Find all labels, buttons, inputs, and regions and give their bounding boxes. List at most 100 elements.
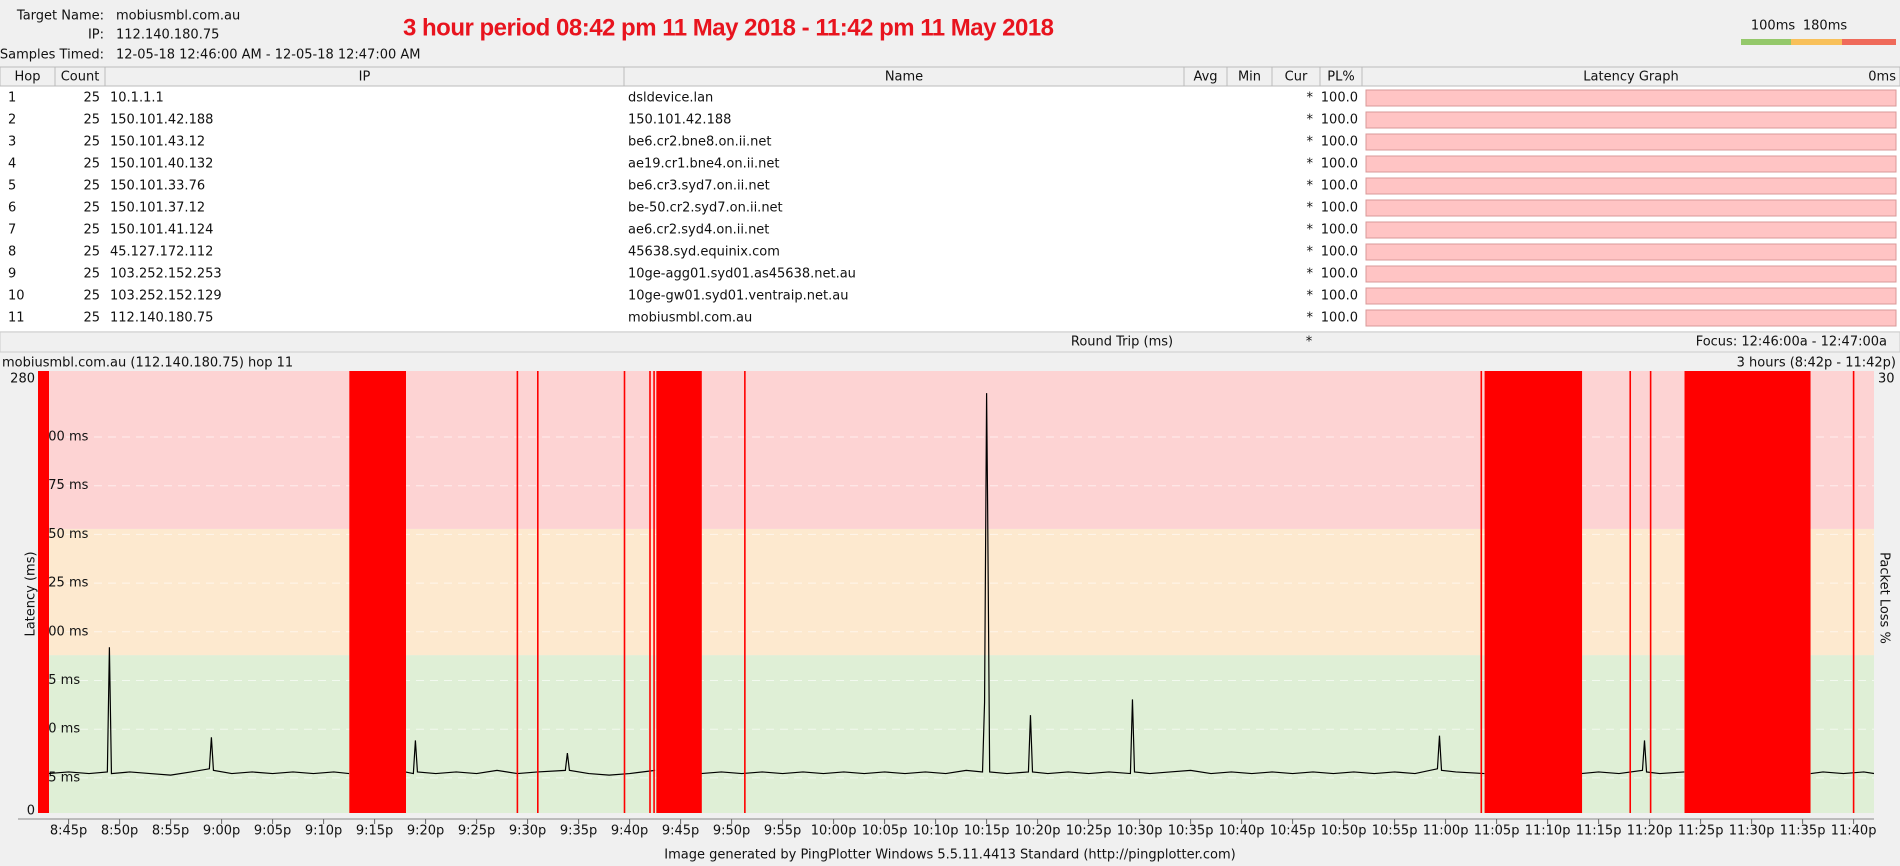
packet-loss-bar: [649, 371, 651, 813]
latency-band: [38, 655, 1874, 813]
cur: *: [1307, 157, 1314, 172]
packet-loss: 100.0: [1321, 267, 1358, 282]
faint-label: 200 ms: [40, 430, 89, 445]
host-name: be-50.cr2.syd7.on.ii.net: [628, 201, 783, 216]
summary-row: [0, 331, 1900, 353]
hop: 5: [8, 179, 16, 194]
x-tick-label: 10:20p: [1015, 824, 1061, 839]
packet-loss: 100.0: [1321, 135, 1358, 150]
x-tick-label: 10:25p: [1066, 824, 1112, 839]
hop: 3: [8, 135, 16, 150]
label: Target Name:: [16, 9, 104, 24]
x-tick-label: 9:55p: [764, 824, 801, 839]
x-tick-label: 9:50p: [713, 824, 750, 839]
column-header: Avg: [1193, 70, 1217, 85]
x-tick-label: 9:25p: [458, 824, 495, 839]
x-tick-label: 11:20p: [1627, 824, 1673, 839]
latency-graph-cell: [1365, 287, 1897, 305]
x-tick-label: 11:30p: [1729, 824, 1775, 839]
ip: 150.101.40.132: [110, 157, 213, 172]
x-tick-label: 8:45p: [50, 824, 87, 839]
packet-loss: 100.0: [1321, 289, 1358, 304]
column-header: IP: [359, 70, 371, 85]
ip: 150.101.41.124: [110, 223, 213, 238]
latency-graph-cell: [1365, 243, 1897, 261]
packet-loss-bar: [653, 371, 655, 813]
ip: 103.252.152.129: [110, 289, 222, 304]
x-tick-label: 9:45p: [662, 824, 699, 839]
packet-loss-bar: [1484, 371, 1583, 813]
packet-loss: 100.0: [1321, 223, 1358, 238]
x-tick-label: 11:05p: [1474, 824, 1520, 839]
packet-loss-bar: [537, 371, 539, 813]
latency-graph-cell: [1365, 133, 1897, 151]
x-tick-label: 11:40p: [1831, 824, 1877, 839]
latency-graph-cell: [1365, 155, 1897, 173]
ip: 150.101.43.12: [110, 135, 205, 150]
hop: 9: [8, 267, 16, 282]
packet-loss-bar: [623, 371, 626, 813]
value: 12-05-18 12:46:00 AM - 12-05-18 12:47:00…: [116, 48, 421, 63]
count: 25: [83, 201, 100, 216]
x-tick-label: 9:05p: [254, 824, 291, 839]
latency-graph-cell: [1365, 221, 1897, 239]
summary-label: Round Trip (ms): [1071, 335, 1173, 350]
host-name: 10ge-agg01.syd01.as45638.net.au: [628, 267, 856, 282]
count: 25: [83, 157, 100, 172]
banner: 3 hour period 08:42 pm 11 May 2018 - 11:…: [403, 14, 1054, 41]
x-tick-label: 10:55p: [1372, 824, 1418, 839]
focus: Focus: 12:46:00a - 12:47:00a: [1696, 335, 1887, 350]
count: 25: [83, 135, 100, 150]
y2-tick-label: 30: [1878, 372, 1895, 387]
packet-loss-bar: [349, 371, 406, 813]
hop: 6: [8, 201, 16, 216]
table-header: [0, 66, 1900, 87]
x-tick-label: 9:20p: [407, 824, 444, 839]
chart-title: mobiusmbl.com.au (112.140.180.75) hop 11: [2, 356, 293, 371]
column-header: Min: [1238, 70, 1261, 85]
column-header: Count: [61, 70, 100, 85]
cur: *: [1307, 135, 1314, 150]
ip: 10.1.1.1: [110, 91, 164, 106]
faint-label: 25 ms: [40, 770, 80, 785]
x-tick-label: 11:15p: [1576, 824, 1622, 839]
x-tick-label: 11:25p: [1678, 824, 1724, 839]
packet-loss-bar: [1629, 371, 1632, 813]
count: 25: [83, 113, 100, 128]
host-name: ae6.cr2.syd4.on.ii.net: [628, 223, 769, 238]
x-tick-label: 9:30p: [509, 824, 546, 839]
y-tick-label: 0: [27, 804, 35, 819]
x-tick-label: 10:05p: [862, 824, 908, 839]
ip: 150.101.37.12: [110, 201, 205, 216]
hop: 11: [8, 311, 25, 326]
packet-loss-bar: [1852, 371, 1855, 813]
host-name: 45638.syd.equinix.com: [628, 245, 780, 260]
column-header: Cur: [1285, 70, 1308, 85]
faint-label: 125 ms: [40, 576, 89, 591]
latency-band: [38, 528, 1874, 656]
legend-swatch: [1842, 39, 1896, 45]
host-name: 150.101.42.188: [628, 113, 731, 128]
host-name: be6.cr3.syd7.on.ii.net: [628, 179, 770, 194]
latency-graph-cell: [1365, 111, 1897, 129]
cur: *: [1307, 245, 1314, 260]
count: 25: [83, 223, 100, 238]
host-name: 10ge-gw01.syd01.ventraip.net.au: [628, 289, 848, 304]
table-body: [0, 67, 1900, 331]
cur: *: [1307, 289, 1314, 304]
x-tick-label: 9:00p: [203, 824, 240, 839]
summary-cur: *: [1306, 335, 1313, 350]
hop: 8: [8, 245, 16, 260]
count: 25: [83, 91, 100, 106]
x-tick-label: 9:40p: [611, 824, 648, 839]
host-name: be6.cr2.bne8.on.ii.net: [628, 135, 771, 150]
latency-graph-cell: [1365, 265, 1897, 283]
latency-graph-cell: [1365, 177, 1897, 195]
legend-swatch: [1791, 39, 1842, 45]
column-header: PL%: [1327, 70, 1354, 85]
cur: *: [1307, 91, 1314, 106]
count: 25: [83, 311, 100, 326]
x-tick-label: 11:35p: [1780, 824, 1826, 839]
ip: 150.101.42.188: [110, 113, 213, 128]
